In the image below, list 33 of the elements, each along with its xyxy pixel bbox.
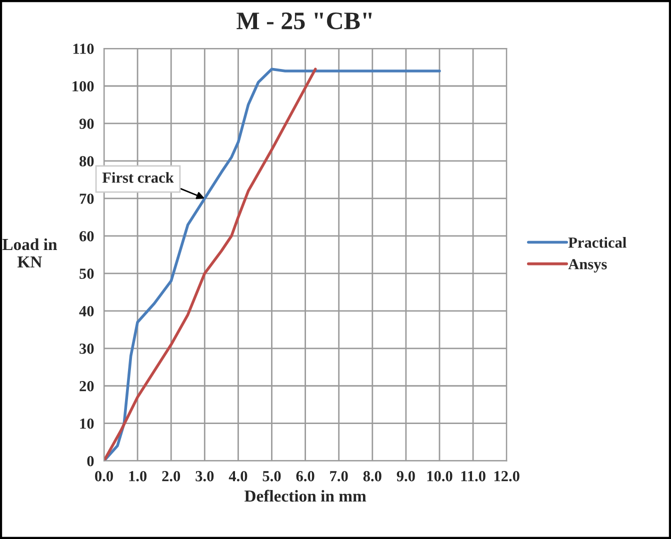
y-tick-label: 50 — [80, 268, 94, 279]
x-tick-label: 4.0 — [228, 471, 248, 482]
y-tick-label: 110 — [73, 44, 94, 54]
chart-title: M - 25 "CB" — [236, 12, 372, 30]
y-tick-label: 100 — [72, 81, 94, 92]
legend-label: Practical — [568, 236, 626, 248]
x-tick-label: 9.0 — [396, 471, 415, 482]
y-tick-label: 0 — [87, 456, 94, 466]
x-tick-label: 6.0 — [296, 471, 314, 482]
y-tick-label: 60 — [80, 231, 94, 242]
y-tick-label: 90 — [79, 118, 94, 129]
x-tick-label: 0.0 — [95, 471, 113, 482]
y-tick-label: 70 — [80, 194, 94, 204]
y-tick-label: 30 — [80, 344, 94, 354]
x-tick-label: 7.0 — [330, 471, 348, 482]
x-tick-label: 2.0 — [162, 471, 180, 482]
x-tick-label: 10.0 — [427, 471, 452, 482]
y-tick-label: 20 — [80, 381, 94, 392]
x-tick-label: 1.0 — [129, 471, 147, 482]
y-tick-label: 80 — [80, 156, 94, 166]
annotation: First crack — [102, 172, 174, 183]
y-tick-label: 40 — [79, 306, 94, 316]
x-tick-label: 12.0 — [494, 471, 520, 482]
y-tick-label: 10 — [80, 418, 94, 429]
line-series — [104, 68, 317, 461]
x-tick-label: 5.0 — [262, 471, 281, 482]
x-tick-label: 8.0 — [363, 471, 382, 482]
line-series — [104, 68, 441, 461]
x-tick-label: 3.0 — [196, 471, 214, 482]
x-axis-title: Deflection in mm — [244, 490, 366, 502]
legend-label: Ansys — [568, 259, 607, 272]
x-tick-label: 11.0 — [461, 471, 486, 482]
y-axis-title: Load in KN — [2, 238, 58, 268]
